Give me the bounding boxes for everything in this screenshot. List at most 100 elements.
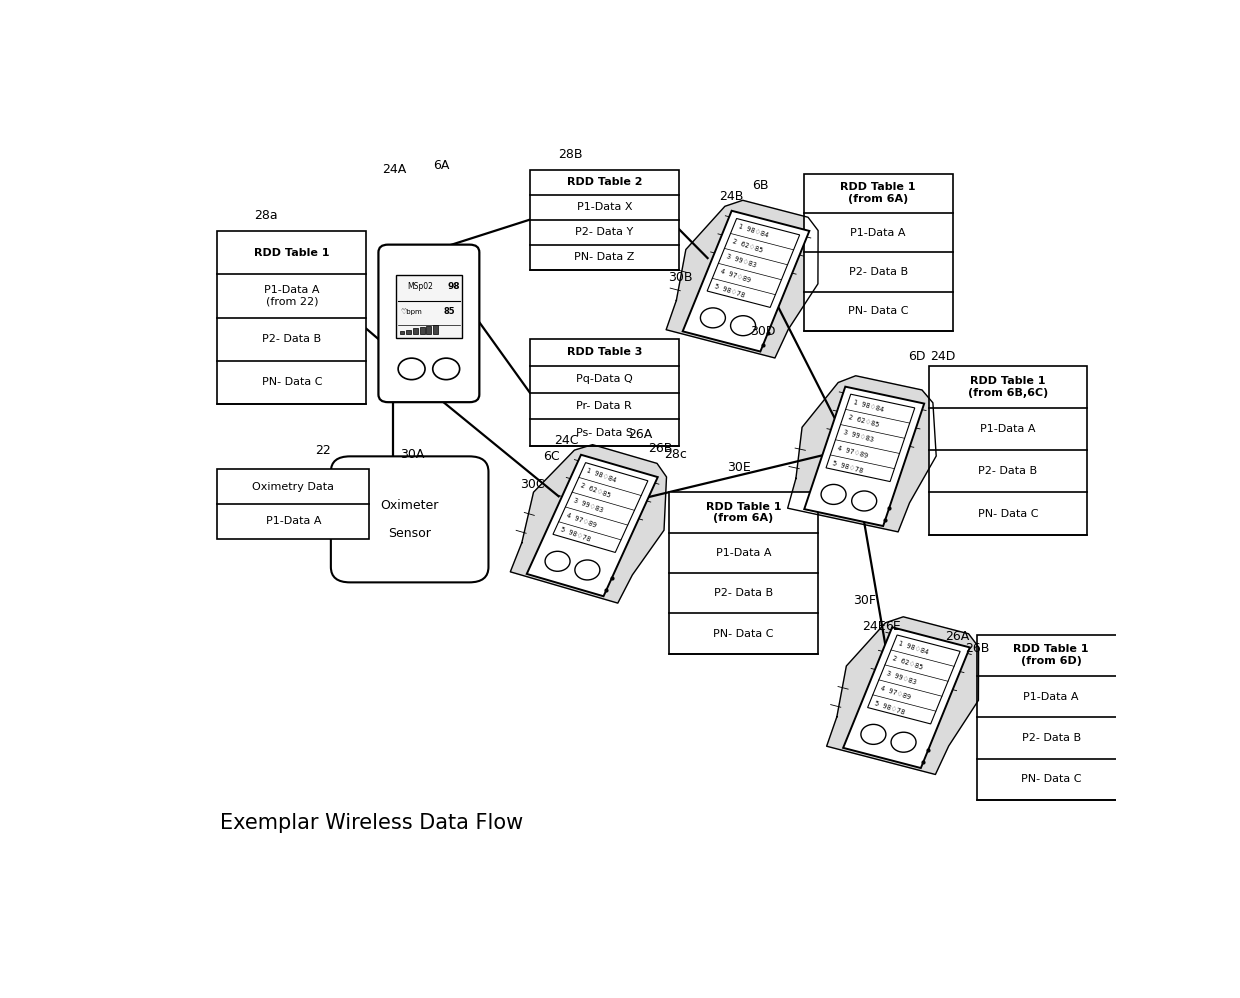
Bar xyxy=(217,232,367,404)
Circle shape xyxy=(821,484,846,504)
Bar xyxy=(427,326,432,333)
Circle shape xyxy=(398,358,425,379)
Bar xyxy=(407,329,412,333)
Text: 28c: 28c xyxy=(665,447,687,460)
Text: Exemplar Wireless Data Flow: Exemplar Wireless Data Flow xyxy=(221,813,523,833)
Bar xyxy=(217,469,370,539)
Text: Sensor: Sensor xyxy=(388,527,432,540)
Text: RDD Table 1
(from 6A): RDD Table 1 (from 6A) xyxy=(706,502,781,523)
Text: 4  97♢89: 4 97♢89 xyxy=(880,685,911,701)
Text: PN- Data Z: PN- Data Z xyxy=(574,252,635,262)
Text: P1-Data A: P1-Data A xyxy=(715,548,771,558)
Text: 2  62♢85: 2 62♢85 xyxy=(732,239,764,253)
Polygon shape xyxy=(527,455,657,596)
Text: 24B: 24B xyxy=(719,190,744,204)
Text: 2  62♢85: 2 62♢85 xyxy=(847,414,879,428)
Text: 28B: 28B xyxy=(558,148,583,161)
Text: 2  62♢85: 2 62♢85 xyxy=(579,482,611,499)
Text: 5  98♢78: 5 98♢78 xyxy=(874,700,905,716)
Text: 1  98♢84: 1 98♢84 xyxy=(738,224,769,239)
Text: 26A: 26A xyxy=(629,428,652,441)
Circle shape xyxy=(852,491,877,511)
Bar xyxy=(804,174,952,331)
Text: MSp02: MSp02 xyxy=(408,281,434,290)
Text: PN- Data C: PN- Data C xyxy=(713,629,774,639)
Bar xyxy=(433,325,438,333)
Bar xyxy=(529,170,678,269)
Text: 4  97♢89: 4 97♢89 xyxy=(837,445,869,459)
Text: 30B: 30B xyxy=(668,270,693,283)
Text: 26B: 26B xyxy=(966,642,990,655)
FancyBboxPatch shape xyxy=(331,456,489,583)
Text: P1-Data A
(from 22): P1-Data A (from 22) xyxy=(264,285,320,306)
Text: P1-Data A: P1-Data A xyxy=(265,516,321,526)
Polygon shape xyxy=(843,628,970,768)
Text: Ps- Data S: Ps- Data S xyxy=(575,428,632,438)
Text: 28a: 28a xyxy=(254,210,278,223)
Text: P1-Data A: P1-Data A xyxy=(1023,692,1079,702)
Polygon shape xyxy=(868,635,960,724)
Text: PN- Data C: PN- Data C xyxy=(848,306,909,316)
Polygon shape xyxy=(805,386,924,526)
Text: P1-Data A: P1-Data A xyxy=(851,228,906,238)
Text: 6C: 6C xyxy=(543,450,560,463)
Text: 1  98♢84: 1 98♢84 xyxy=(898,640,930,656)
Text: P2- Data B: P2- Data B xyxy=(714,589,774,599)
Polygon shape xyxy=(826,394,915,482)
Text: 24D: 24D xyxy=(930,350,956,363)
Circle shape xyxy=(730,315,755,335)
Text: PN- Data C: PN- Data C xyxy=(262,377,322,387)
Circle shape xyxy=(433,358,460,379)
FancyBboxPatch shape xyxy=(378,245,480,402)
Text: 1  98♢84: 1 98♢84 xyxy=(587,468,618,484)
Text: 5  98♢78: 5 98♢78 xyxy=(713,283,745,298)
Bar xyxy=(396,275,463,337)
Text: P2- Data B: P2- Data B xyxy=(848,267,908,277)
Polygon shape xyxy=(683,211,810,351)
Text: 30E: 30E xyxy=(728,461,751,474)
Text: RDD Table 1
(from 6B,6C): RDD Table 1 (from 6B,6C) xyxy=(967,376,1048,397)
Text: 4  97♢89: 4 97♢89 xyxy=(719,268,751,283)
Text: 98: 98 xyxy=(448,281,460,290)
Polygon shape xyxy=(511,445,667,603)
Polygon shape xyxy=(707,219,800,307)
Polygon shape xyxy=(827,617,978,774)
Text: 30F: 30F xyxy=(853,594,875,607)
Text: 6D: 6D xyxy=(909,350,926,363)
Bar xyxy=(529,338,678,446)
Text: 22: 22 xyxy=(315,444,331,457)
Text: 6B: 6B xyxy=(753,179,769,192)
Text: P2- Data B: P2- Data B xyxy=(1022,733,1081,743)
Text: 3  99♢83: 3 99♢83 xyxy=(842,429,874,443)
Text: 3  99♢83: 3 99♢83 xyxy=(725,253,756,268)
Text: Pr- Data R: Pr- Data R xyxy=(577,401,632,411)
Text: 85: 85 xyxy=(444,306,455,315)
Text: 1  98♢84: 1 98♢84 xyxy=(852,399,884,413)
Polygon shape xyxy=(666,201,818,358)
Text: 26B: 26B xyxy=(649,442,672,455)
Circle shape xyxy=(892,733,916,752)
Bar xyxy=(399,330,404,333)
Text: 6A: 6A xyxy=(433,160,450,173)
Bar xyxy=(977,635,1126,799)
Polygon shape xyxy=(787,376,936,532)
Text: 30D: 30D xyxy=(750,324,775,337)
Text: 5  98♢78: 5 98♢78 xyxy=(559,527,590,543)
Text: P1-Data A: P1-Data A xyxy=(980,424,1035,434)
Text: RDD Table 1: RDD Table 1 xyxy=(254,248,330,257)
Text: 26A: 26A xyxy=(945,630,970,643)
Text: Pq-Data Q: Pq-Data Q xyxy=(575,374,632,384)
Text: RDD Table 3: RDD Table 3 xyxy=(567,347,642,357)
Text: Oximeter: Oximeter xyxy=(381,499,439,512)
Text: 30C: 30C xyxy=(521,478,546,491)
Text: 3  99♢83: 3 99♢83 xyxy=(887,670,918,686)
Text: 24A: 24A xyxy=(382,164,407,177)
Text: RDD Table 1
(from 6A): RDD Table 1 (from 6A) xyxy=(841,183,916,204)
Polygon shape xyxy=(553,463,647,553)
Text: 4  97♢89: 4 97♢89 xyxy=(565,512,598,528)
Text: P1-Data X: P1-Data X xyxy=(577,203,632,213)
Text: ♡bpm: ♡bpm xyxy=(401,308,422,314)
Circle shape xyxy=(701,307,725,328)
Text: 6E: 6E xyxy=(885,621,901,634)
Text: 30A: 30A xyxy=(401,447,425,460)
